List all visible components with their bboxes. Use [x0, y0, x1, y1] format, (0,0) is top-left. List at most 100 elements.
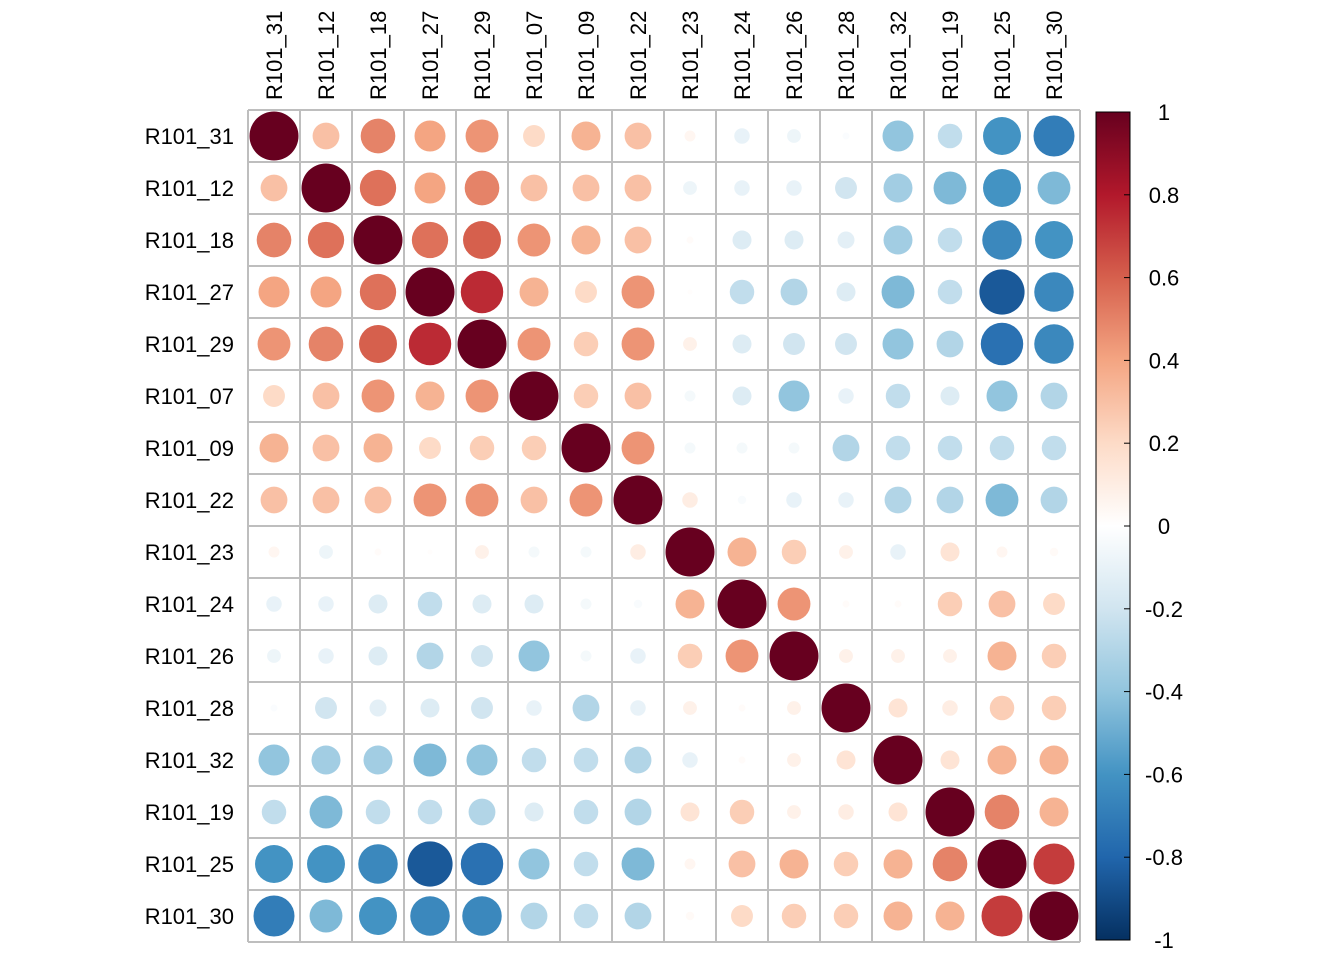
- corr-circle-R101_23-R101_32: [890, 544, 906, 560]
- corr-circle-R101_24-R101_29: [472, 594, 492, 614]
- corr-circle-R101_19-R101_24: [729, 799, 755, 825]
- corr-circle-R101_07-R101_22: [624, 382, 652, 410]
- colorbar-tick-label: 1: [1158, 100, 1170, 125]
- corr-circle-R101_32-R101_18: [363, 745, 393, 775]
- corr-circle-R101_19-R101_12: [309, 795, 343, 829]
- corr-circle-R101_23-R101_31: [268, 546, 280, 558]
- colorbar-tick-label: -0.6: [1145, 762, 1183, 787]
- corr-circle-R101_18-R101_24: [732, 230, 752, 250]
- corr-circle-R101_31-R101_23: [684, 130, 696, 142]
- corr-circle-R101_23-R101_30: [1049, 547, 1059, 557]
- corr-circle-R101_31-R101_22: [624, 122, 652, 150]
- corr-circle-R101_19-R101_23: [680, 802, 700, 822]
- colorbar-tick-label: 0: [1158, 514, 1170, 539]
- column-label: R101_27: [418, 11, 443, 100]
- corr-circle-R101_31-R101_18: [360, 118, 396, 154]
- corr-circle-R101_12-R101_28: [835, 177, 857, 199]
- corr-circle-R101_31-R101_31: [249, 111, 299, 161]
- corr-circle-R101_09-R101_25: [989, 435, 1015, 461]
- column-label: R101_26: [782, 11, 807, 100]
- corr-circle-R101_26-R101_32: [891, 649, 905, 663]
- column-label: R101_19: [938, 11, 963, 100]
- corr-circle-R101_27-R101_12: [310, 276, 342, 308]
- corr-circle-R101_18-R101_18: [353, 215, 403, 265]
- colorbar-tick-label: 0.6: [1149, 266, 1180, 291]
- corr-circle-R101_09-R101_23: [684, 442, 696, 454]
- row-label: R101_24: [145, 592, 234, 617]
- corr-circle-R101_09-R101_31: [259, 433, 289, 463]
- corr-circle-R101_26-R101_27: [416, 642, 444, 670]
- grid-layer: [247, 109, 1081, 943]
- column-label: R101_23: [678, 11, 703, 100]
- corr-circle-R101_12-R101_12: [301, 163, 351, 213]
- corr-circle-R101_29-R101_27: [408, 322, 452, 366]
- corr-circle-R101_29-R101_29: [457, 319, 507, 369]
- corr-circle-R101_26-R101_07: [518, 640, 550, 672]
- corr-circle-R101_32-R101_30: [1039, 745, 1069, 775]
- corr-circle-R101_18-R101_28: [837, 231, 855, 249]
- corr-circle-R101_29-R101_31: [257, 327, 291, 361]
- corr-circle-R101_29-R101_32: [882, 328, 914, 360]
- corr-circle-R101_12-R101_23: [683, 181, 697, 195]
- corr-circle-R101_28-R101_32: [888, 698, 908, 718]
- corr-circle-R101_30-R101_32: [883, 901, 913, 931]
- corr-circle-R101_09-R101_28: [832, 434, 860, 462]
- corr-circle-R101_22-R101_26: [786, 492, 802, 508]
- corr-circle-R101_22-R101_29: [465, 483, 499, 517]
- column-label: R101_29: [470, 11, 495, 100]
- corr-circle-R101_28-R101_22: [630, 700, 646, 716]
- corr-circle-R101_19-R101_30: [1039, 797, 1069, 827]
- corr-circle-R101_30-R101_07: [520, 902, 548, 930]
- corr-circle-R101_29-R101_07: [517, 327, 551, 361]
- column-labels: R101_31 R101_12 R101_18 R101_27 R101_29 R101_…: [262, 11, 1067, 100]
- corr-circle-R101_22-R101_25: [985, 483, 1019, 517]
- corr-circle-R101_07-R101_29: [465, 379, 499, 413]
- corr-circle-R101_22-R101_09: [569, 483, 603, 517]
- corr-circle-R101_19-R101_26: [787, 805, 801, 819]
- row-label: R101_18: [145, 228, 234, 253]
- corr-circle-R101_09-R101_29: [469, 435, 495, 461]
- corr-circle-R101_29-R101_28: [835, 333, 857, 355]
- corr-circle-R101_25-R101_30: [1033, 843, 1075, 885]
- corr-circle-R101_18-R101_26: [784, 230, 804, 250]
- corr-circle-R101_12-R101_19: [933, 171, 967, 205]
- column-label: R101_32: [886, 11, 911, 100]
- corr-circle-R101_23-R101_19: [940, 542, 960, 562]
- corr-circle-R101_18-R101_09: [571, 225, 601, 255]
- corr-circle-R101_19-R101_31: [261, 799, 287, 825]
- corr-circle-R101_18-R101_22: [624, 226, 652, 254]
- corr-circle-R101_28-R101_27: [420, 698, 440, 718]
- corr-circle-R101_09-R101_24: [736, 442, 748, 454]
- corr-circle-R101_29-R101_26: [783, 333, 805, 355]
- row-label: R101_07: [145, 384, 234, 409]
- corr-circle-R101_24-R101_24: [717, 579, 767, 629]
- row-label: R101_26: [145, 644, 234, 669]
- corr-circle-R101_26-R101_18: [368, 646, 388, 666]
- corr-circle-R101_28-R101_23: [683, 701, 697, 715]
- corr-circle-R101_31-R101_25: [983, 117, 1021, 155]
- corr-circle-R101_23-R101_27: [427, 549, 433, 555]
- corr-circle-R101_28-R101_09: [572, 694, 600, 722]
- corr-circle-R101_26-R101_28: [839, 649, 853, 663]
- corr-circle-R101_19-R101_22: [624, 798, 652, 826]
- column-label: R101_30: [1042, 11, 1067, 100]
- column-label: R101_24: [730, 11, 755, 100]
- corr-circle-R101_24-R101_09: [580, 598, 592, 610]
- colorbar-tick-label: -0.2: [1145, 597, 1183, 622]
- corr-circle-R101_09-R101_19: [937, 435, 963, 461]
- corr-circle-R101_30-R101_25: [981, 895, 1023, 937]
- colorbar-tick-label: 0.8: [1149, 183, 1180, 208]
- corr-circle-R101_26-R101_30: [1041, 643, 1067, 669]
- column-label: R101_18: [366, 11, 391, 100]
- corr-circle-R101_27-R101_22: [621, 275, 655, 309]
- corr-circle-R101_07-R101_23: [684, 390, 696, 402]
- corr-circle-R101_24-R101_25: [988, 590, 1016, 618]
- corr-circle-R101_23-R101_28: [839, 545, 853, 559]
- corr-circle-R101_09-R101_18: [363, 433, 393, 463]
- row-label: R101_31: [145, 124, 234, 149]
- corr-circle-R101_27-R101_19: [937, 279, 963, 305]
- corr-circle-R101_19-R101_29: [468, 798, 496, 826]
- corr-circle-R101_31-R101_27: [414, 120, 446, 152]
- corr-circle-R101_31-R101_09: [571, 121, 601, 151]
- corr-circle-R101_26-R101_12: [318, 648, 334, 664]
